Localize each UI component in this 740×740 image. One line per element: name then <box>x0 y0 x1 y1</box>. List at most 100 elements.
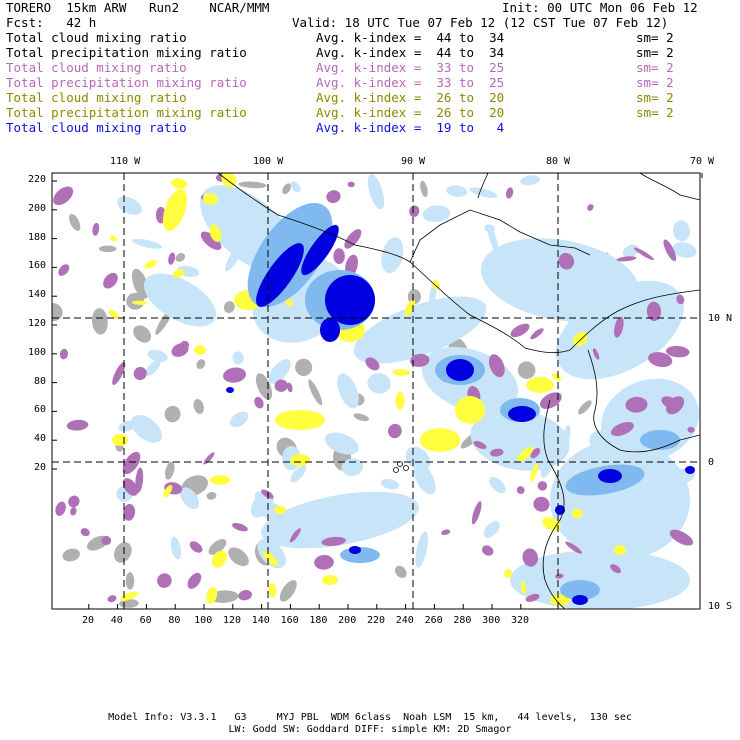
light-blue-cloud-patch <box>673 220 690 242</box>
purple-cloud-patch <box>107 595 117 603</box>
x-tick: 220 <box>366 615 386 626</box>
purple-cloud-patch <box>261 489 274 499</box>
model-info-line1: Model Info: V3.3.1 G3 MYJ PBL WDM 6class… <box>108 712 632 723</box>
purple-cloud-patch <box>388 423 402 439</box>
purple-cloud-patch <box>66 419 89 431</box>
init-time: Init: 00 UTC Mon 06 Feb 12 <box>502 0 698 15</box>
purple-cloud-patch <box>409 205 420 217</box>
gray-cloud-patch <box>420 180 428 197</box>
k-index-range: Avg. k-index = 44 to 34 <box>316 30 505 45</box>
dark-blue-cloud-core <box>446 359 474 381</box>
gray-cloud-patch <box>125 572 135 590</box>
light-blue-cloud-region <box>353 296 487 364</box>
purple-cloud-patch <box>506 187 514 199</box>
y-tick: 60 <box>33 404 46 416</box>
island-outline <box>393 467 399 473</box>
purple-cloud-patch <box>490 448 504 457</box>
lat-label-10n: 10 N <box>708 313 733 324</box>
lat-label-10s: 10 S <box>708 601 733 612</box>
k-index-range: Avg. k-index = 19 to 4 <box>316 120 505 135</box>
map-frame <box>51 172 701 610</box>
dark-blue-cloud-core <box>301 224 339 276</box>
purple-cloud-patch <box>558 252 575 270</box>
x-tick: 240 <box>395 615 414 626</box>
purple-cloud-patch <box>168 252 176 265</box>
coastline <box>477 173 489 199</box>
yellow-cloud-patch <box>275 410 325 430</box>
legend-row: Total precipitation mixing ratio Avg. k-i… <box>6 75 734 90</box>
k-index-range: Avg. k-index = 33 to 25 <box>316 75 505 90</box>
light-blue-cloud-region <box>550 440 690 560</box>
purple-cloud-patch <box>666 396 685 415</box>
yellow-cloud-patch <box>420 428 460 452</box>
dark-blue-cloud-core <box>320 318 340 342</box>
purple-cloud-patch <box>539 392 562 409</box>
mid-blue-cloud-region <box>640 430 680 450</box>
purple-cloud-patch <box>365 357 380 371</box>
smoothing: sm= 2 <box>636 105 674 120</box>
light-blue-cloud-patch <box>150 276 171 297</box>
purple-cloud-patch <box>530 447 541 459</box>
field-name: Total cloud mixing ratio <box>6 90 187 105</box>
light-blue-cloud-patch <box>131 414 163 443</box>
yellow-cloud-patch <box>144 260 157 269</box>
k-index-range: Avg. k-index = 44 to 34 <box>316 45 505 60</box>
gray-cloud-patch <box>68 213 81 231</box>
gray-cloud-patch <box>228 547 249 567</box>
purple-cloud-patch <box>530 328 544 340</box>
dark-blue-cloud-core <box>349 546 361 554</box>
smoothing: sm= 2 <box>636 90 674 105</box>
coastline <box>542 399 566 609</box>
light-blue-cloud-patch <box>381 237 404 274</box>
yellow-cloud-patch <box>504 569 513 579</box>
yellow-cloud-patch <box>455 396 485 424</box>
purple-cloud-patch <box>80 528 90 537</box>
gray-cloud-patch <box>193 398 204 414</box>
light-blue-cloud-patch <box>422 205 451 223</box>
yellow-cloud-patch <box>206 587 218 604</box>
yellow-cloud-patch <box>520 581 527 595</box>
light-blue-cloud-patch <box>226 198 241 211</box>
purple-cloud-patch <box>616 256 637 262</box>
legend-row: Total precipitation mixing ratio Avg. k-i… <box>6 45 734 60</box>
light-blue-cloud-patch <box>469 187 498 199</box>
purple-cloud-patch <box>187 572 202 589</box>
yellow-cloud-patch <box>274 506 286 514</box>
purple-cloud-patch <box>58 264 70 276</box>
y-tick: 20 <box>33 462 46 473</box>
purple-cloud-patch <box>289 528 301 543</box>
yellow-cloud-patch <box>404 299 416 317</box>
yellow-cloud-patch <box>526 377 554 393</box>
light-blue-cloud-patch <box>405 446 431 472</box>
yellow-cloud-patch <box>263 550 278 566</box>
light-blue-cloud-patch <box>571 557 586 577</box>
field-name: Total precipitation mixing ratio <box>6 75 247 90</box>
gray-cloud-patch <box>164 405 181 423</box>
purple-cloud-patch <box>274 379 288 392</box>
y-tick: 200 <box>27 202 46 214</box>
lon-label-110w: 110 W <box>110 156 141 167</box>
purple-cloud-patch <box>537 481 548 491</box>
purple-cloud-patch <box>122 478 138 496</box>
coastline <box>217 173 591 263</box>
x-tick: 120 <box>222 615 242 626</box>
purple-cloud-patch <box>565 541 583 554</box>
purple-cloud-patch <box>441 529 451 536</box>
x-tick: 80 <box>168 615 181 626</box>
yellow-cloud-patch <box>542 517 561 531</box>
light-blue-cloud-patch <box>672 242 697 258</box>
light-blue-cloud-patch <box>413 463 436 495</box>
purple-cloud-patch <box>625 396 648 413</box>
light-blue-cloud-patch <box>483 521 500 538</box>
gray-cloud-patch <box>175 253 186 262</box>
gray-cloud-patch <box>308 379 323 406</box>
purple-cloud-patch <box>232 522 248 532</box>
yellow-cloud-patch <box>285 298 293 307</box>
k-index-range: Avg. k-index = 33 to 25 <box>316 60 505 75</box>
purple-cloud-patch <box>510 323 530 338</box>
light-blue-cloud-patch <box>324 432 359 455</box>
mid-blue-cloud-region <box>560 580 600 600</box>
purple-cloud-patch <box>59 348 69 360</box>
gray-cloud-patch <box>223 301 235 313</box>
